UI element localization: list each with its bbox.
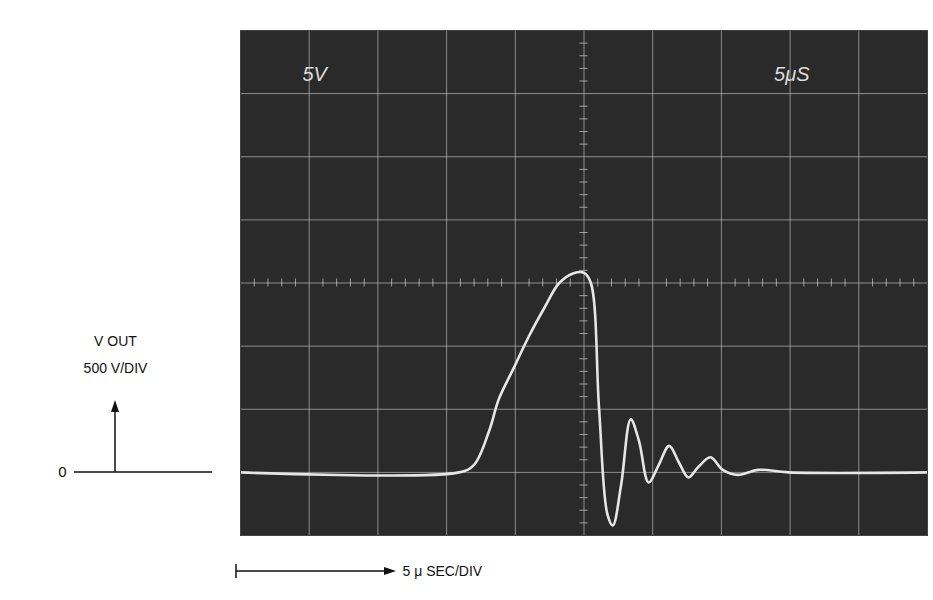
svg-text:0: 0 (58, 463, 66, 480)
svg-text:V OUT: V OUT (94, 333, 137, 349)
svg-text:5V: 5V (303, 63, 329, 85)
svg-text:5 μ SEC/DIV: 5 μ SEC/DIV (403, 563, 483, 579)
svg-text:5μS: 5μS (774, 63, 810, 85)
svg-text:500 V/DIV: 500 V/DIV (84, 360, 148, 376)
